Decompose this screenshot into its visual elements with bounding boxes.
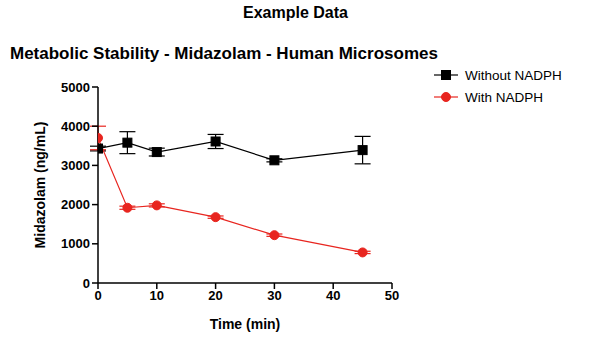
svg-text:40: 40 [326,288,340,303]
html-text:Midazolam (ng/mL): Midazolam (ng/mL) [32,121,48,249]
svg-text:50: 50 [385,288,399,303]
html-text:Metabolic Stability - Midazola: Metabolic Stability - Midazolam - Human … [10,44,438,63]
svg-text:1000: 1000 [61,236,90,251]
html-text:Example Data: Example Data [243,4,348,21]
svg-text:0: 0 [83,276,90,291]
svg-text:20: 20 [208,288,222,303]
svg-text:30: 30 [267,288,281,303]
html-text:Time (min): Time (min) [209,316,281,332]
svg-text:4000: 4000 [61,119,90,134]
html-text:Without NADPH: Without NADPH [465,67,562,83]
html-text:With NADPH: With NADPH [465,89,543,105]
svg-text:3000: 3000 [61,158,90,173]
svg-text:2000: 2000 [61,197,90,212]
svg-text:0: 0 [94,288,101,303]
svg-text:10: 10 [150,288,164,303]
svg-text:5000: 5000 [61,80,90,95]
